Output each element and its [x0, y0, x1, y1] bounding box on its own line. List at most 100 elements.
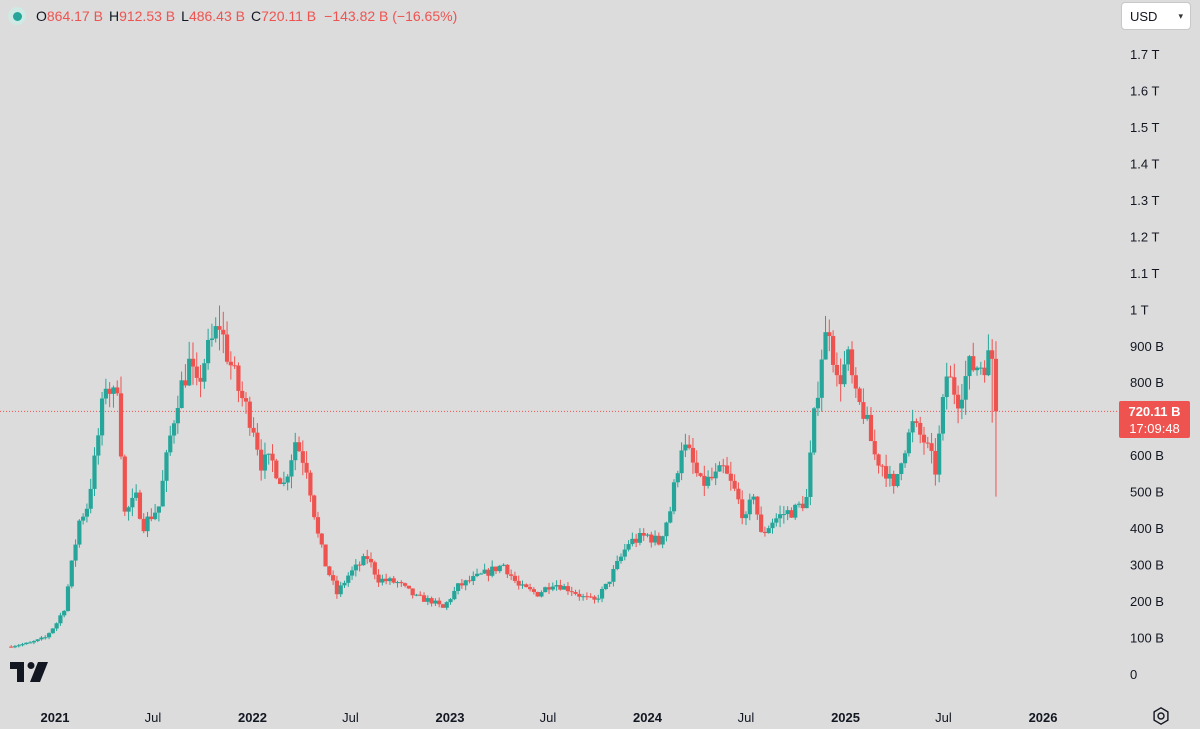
candle	[54, 622, 59, 632]
candle	[425, 595, 430, 606]
candle	[459, 578, 465, 589]
candle	[122, 454, 127, 517]
gear-icon[interactable]	[1151, 706, 1171, 726]
candle	[327, 565, 332, 577]
candle	[679, 442, 684, 481]
candle	[300, 440, 305, 476]
candle	[395, 580, 400, 588]
candle	[353, 559, 358, 577]
candle	[209, 323, 215, 347]
candle	[694, 450, 699, 477]
candle	[577, 589, 582, 601]
candle	[846, 346, 851, 371]
candle	[607, 581, 612, 588]
candle	[671, 479, 677, 515]
candle	[376, 569, 381, 587]
candle	[338, 581, 343, 597]
candle	[649, 531, 654, 548]
candle	[751, 494, 756, 505]
candle	[467, 575, 472, 584]
y-tick-label: 800 B	[1130, 375, 1164, 390]
candle	[944, 362, 949, 410]
candle	[312, 494, 317, 520]
candle	[270, 444, 275, 473]
x-tick-label: Jul	[342, 710, 359, 725]
candle	[709, 467, 714, 481]
candle	[266, 453, 271, 465]
time-axis[interactable]: 2021 Jul 2022 Jul 2023 Jul 2024 Jul 2025 Jul 2026	[41, 710, 1058, 725]
candle	[493, 566, 499, 575]
candle	[796, 501, 802, 508]
candle	[406, 585, 411, 590]
candle	[626, 540, 631, 552]
candle	[414, 593, 419, 597]
legend-close-value: 720.11 B	[261, 8, 317, 24]
candle	[28, 641, 33, 644]
candle	[20, 642, 25, 647]
candle	[175, 395, 180, 434]
candle	[171, 420, 177, 444]
legend-change-value: −143.82 B (−16.65%)	[324, 8, 458, 24]
candle	[319, 532, 324, 548]
candle	[183, 364, 188, 388]
candle	[456, 582, 461, 595]
x-tick-label: Jul	[935, 710, 952, 725]
candle	[993, 341, 999, 497]
candle	[902, 450, 908, 468]
candles-layer	[9, 305, 999, 649]
currency-select[interactable]: USD ▾	[1121, 2, 1191, 30]
candle	[615, 555, 620, 571]
x-tick-label: Jul	[145, 710, 162, 725]
legend-high-value: 912.53 B	[119, 8, 176, 24]
tradingview-logo-icon[interactable]	[10, 662, 48, 684]
candle	[490, 560, 495, 578]
candle	[315, 511, 321, 538]
candle	[221, 311, 226, 354]
candle	[497, 564, 502, 574]
x-tick-label: 2024	[633, 710, 663, 725]
candle	[62, 609, 67, 618]
candle	[959, 384, 964, 420]
candle	[789, 507, 794, 518]
x-tick-label: Jul	[738, 710, 755, 725]
candle	[164, 449, 169, 493]
candle	[899, 462, 904, 481]
current-price-badge: 720.11 B 17:09:48	[1119, 401, 1190, 438]
x-tick-label: 2021	[41, 710, 70, 725]
candle	[357, 561, 362, 572]
x-tick-label: 2023	[436, 710, 465, 725]
candle	[35, 639, 40, 643]
candle	[368, 552, 374, 568]
candle	[482, 563, 487, 574]
candle	[668, 506, 673, 524]
candle	[955, 385, 961, 424]
candle	[630, 532, 635, 547]
legend-low-value: 486.43 B	[188, 8, 245, 24]
candle	[558, 579, 563, 591]
candle	[236, 362, 241, 403]
legend-close-label: C	[251, 8, 262, 24]
x-tick-label: 2026	[1029, 710, 1058, 725]
candle	[448, 598, 453, 605]
candle	[963, 360, 968, 415]
candle	[39, 636, 44, 641]
candle	[785, 506, 790, 521]
current-price-label: 720.11 B	[1128, 404, 1181, 419]
y-tick-label: 1.1 T	[1130, 266, 1159, 281]
candle	[130, 488, 135, 517]
y-tick-label: 100 B	[1130, 631, 1164, 646]
candle	[937, 425, 942, 483]
candle	[884, 454, 889, 488]
legend-low-label: L	[181, 8, 189, 24]
candle	[308, 470, 313, 502]
price-axis[interactable]: 1.7 T 1.6 T 1.5 T 1.4 T 1.3 T 1.2 T 1.1 T 1 T 90…	[1130, 47, 1164, 682]
candle	[728, 461, 733, 491]
candle	[596, 594, 601, 603]
candle	[921, 426, 927, 455]
candle	[641, 528, 646, 541]
candle	[660, 535, 665, 549]
candle	[872, 429, 877, 461]
candle	[736, 482, 741, 504]
candle	[474, 568, 480, 578]
